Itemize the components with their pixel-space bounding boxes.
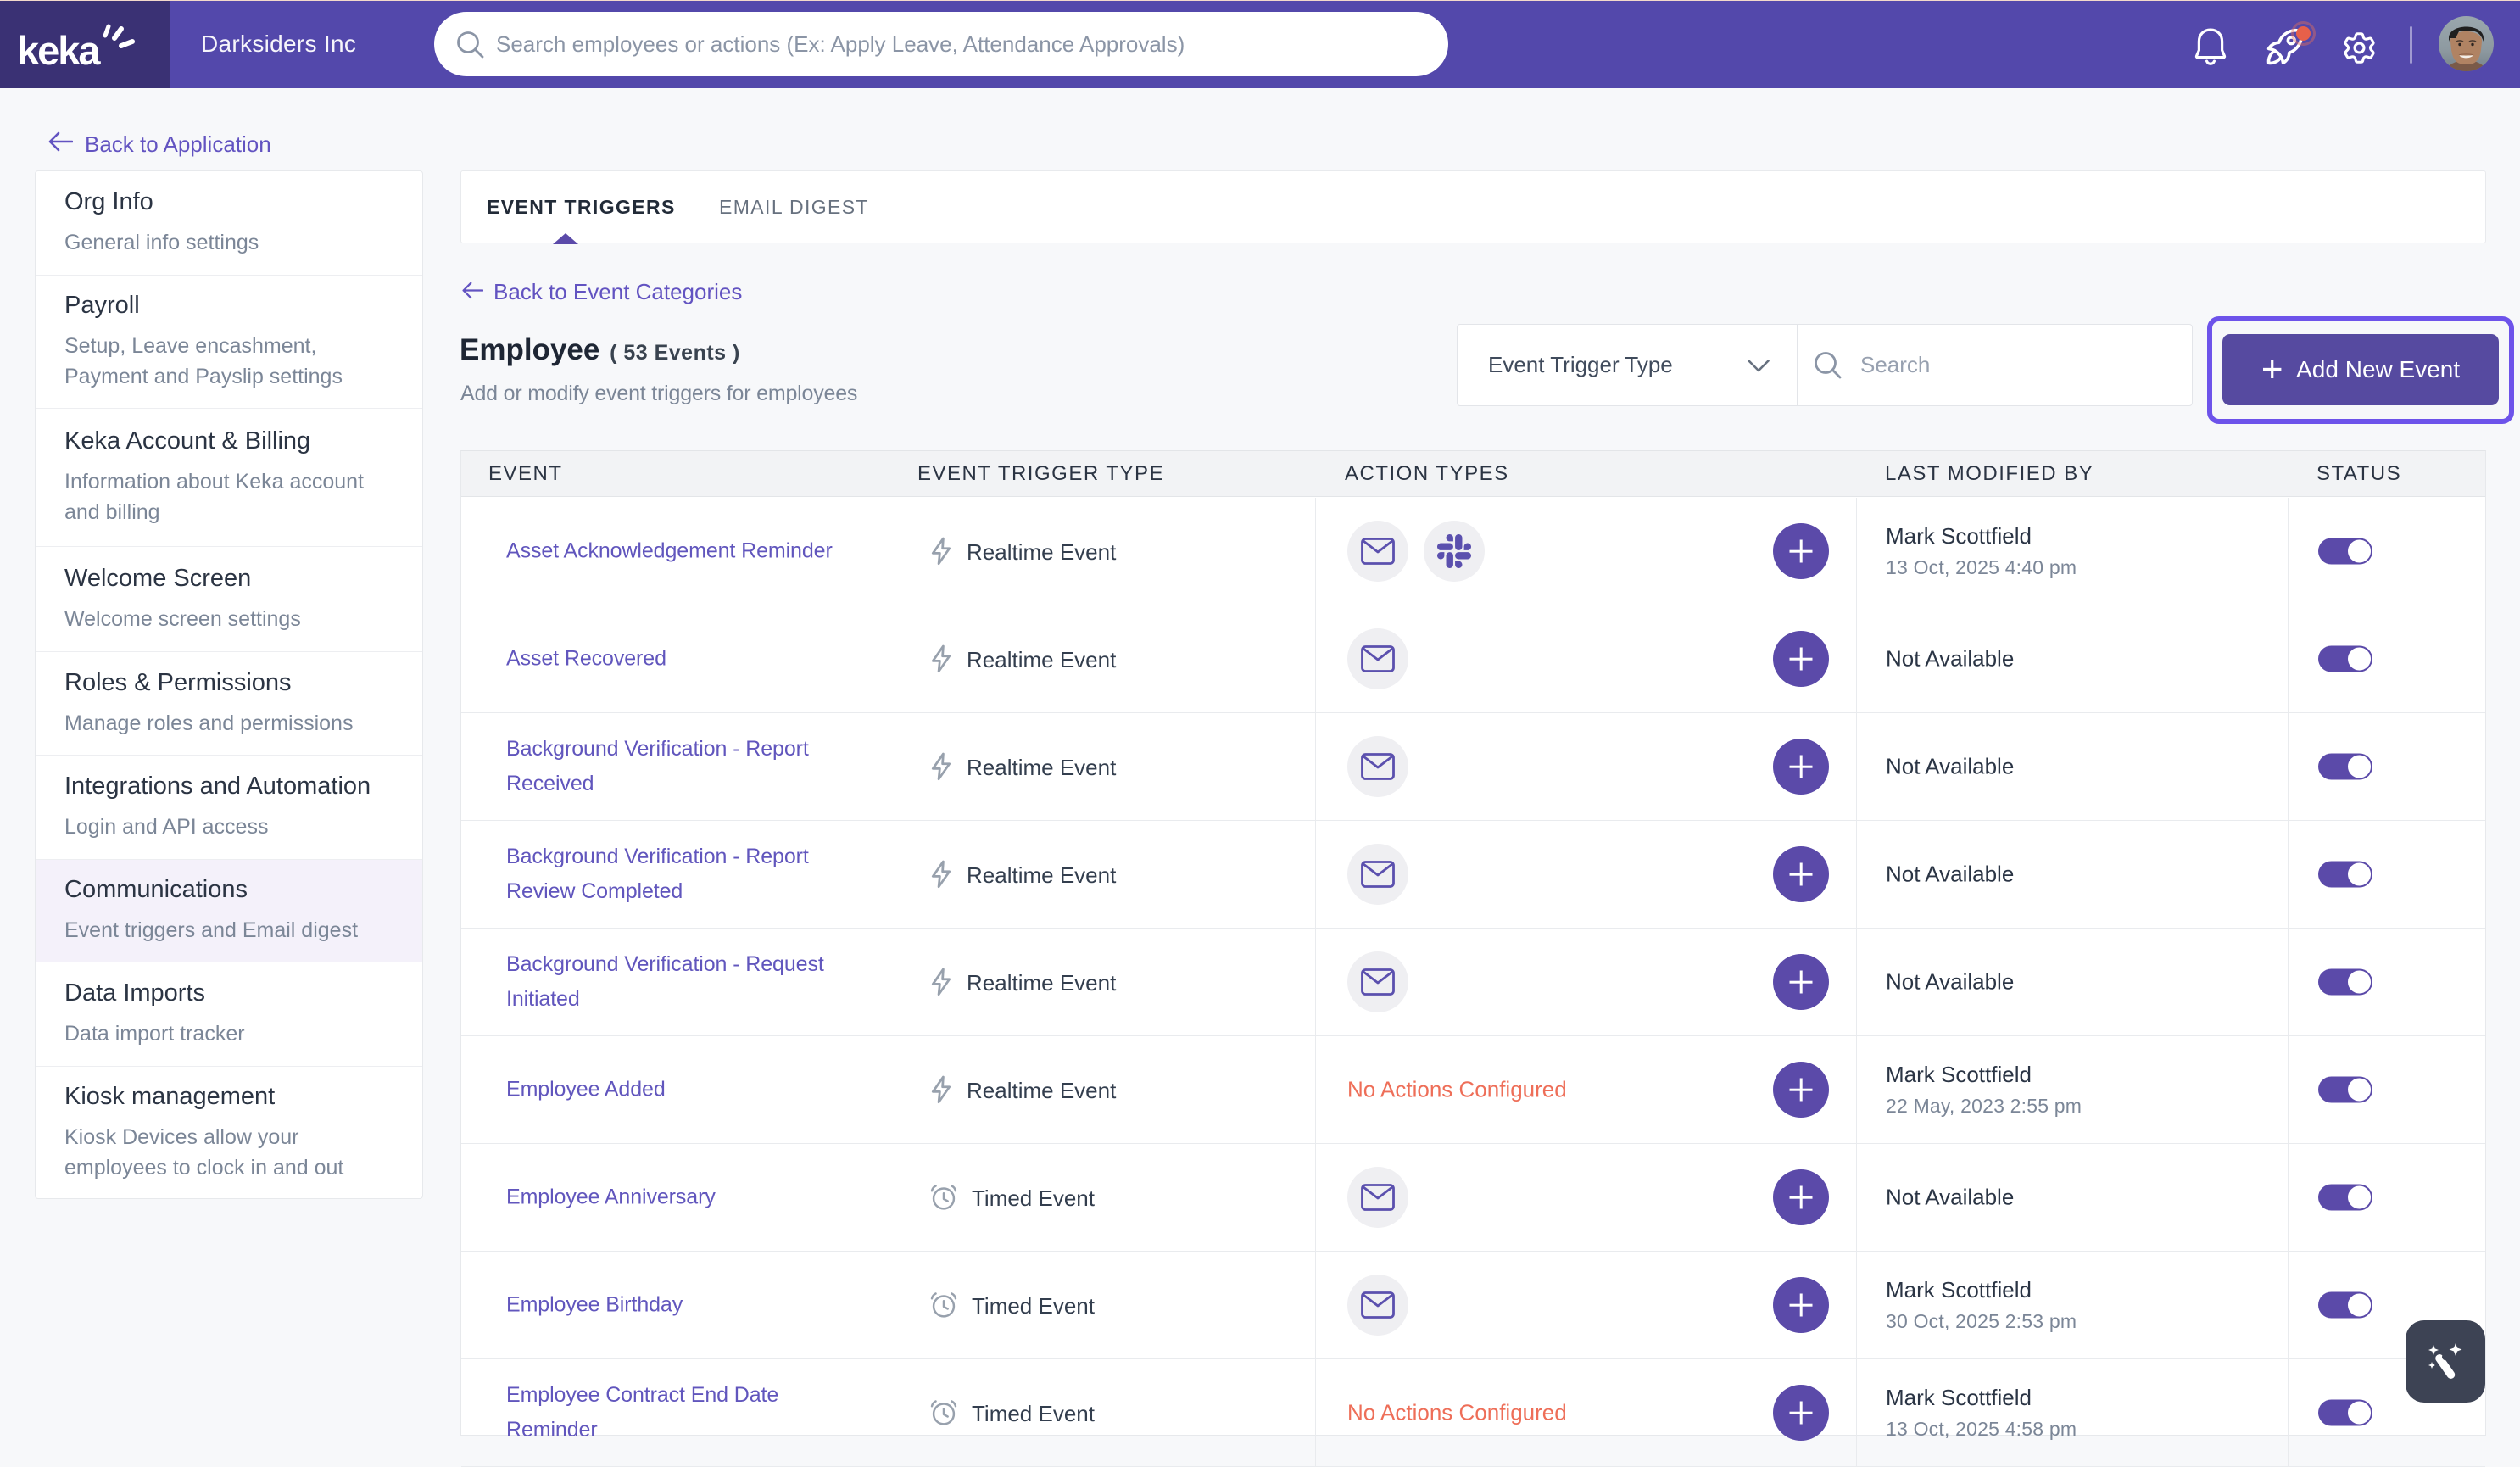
svg-text:keka: keka: [17, 28, 101, 73]
